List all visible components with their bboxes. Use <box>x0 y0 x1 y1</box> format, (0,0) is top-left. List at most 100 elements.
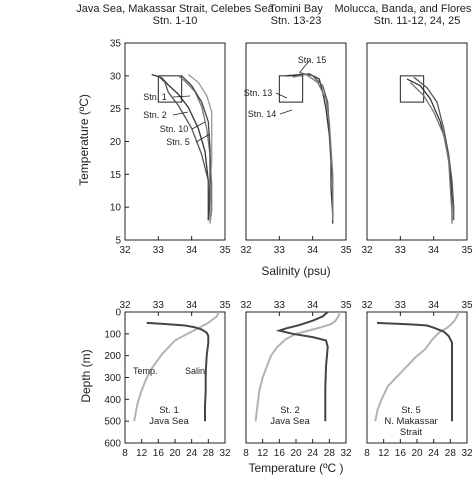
series-label-salin: Salin. <box>185 366 208 376</box>
x-tick-label: 33 <box>395 245 407 256</box>
station-label: Java Sea <box>149 416 189 427</box>
y-tick-label: 0 <box>115 308 121 319</box>
temperature-profile-line <box>374 311 460 422</box>
y-tick-label: 100 <box>104 329 121 340</box>
salinity-profile-line <box>146 321 210 422</box>
x-tick-label: 33 <box>153 245 165 256</box>
y-tick-label: 600 <box>104 439 121 450</box>
x-tick-label: 24 <box>186 448 198 459</box>
x-tick-label: 32 <box>240 245 252 256</box>
bottom-ylabel: Depth (m) <box>79 349 93 402</box>
salinity-profile-line <box>376 321 453 422</box>
top-x-tick-label: 35 <box>219 300 231 311</box>
x-tick-label: 34 <box>186 245 198 256</box>
y-tick-label: 200 <box>104 351 121 362</box>
annotation-label: Stn. 14 <box>248 109 277 119</box>
x-tick-label: 24 <box>307 448 319 459</box>
annotation-leader <box>279 109 293 115</box>
panel-4: 8 12 16 20 24 28 32 32 33 34 35 0 100 200 300 400 500 600… <box>104 300 231 459</box>
x-tick-label: 32 <box>340 448 352 459</box>
ts-profile-line <box>413 76 455 221</box>
annotation-leader <box>275 92 288 99</box>
x-tick-label: 32 <box>461 448 473 459</box>
x-tick-label: 12 <box>136 448 148 459</box>
panel-title-line: Stn. 13-23 <box>271 15 322 27</box>
y-tick-label: 5 <box>115 236 121 247</box>
panel-1: Java Sea, Makassar Strait, Celebes SeaSt… <box>76 3 274 256</box>
annotation-label: Stn. 1 <box>143 92 167 102</box>
x-tick-label: 32 <box>219 448 231 459</box>
ts-profile-line <box>181 75 211 221</box>
station-label: St. 2 <box>280 405 300 416</box>
annotation-leader <box>299 59 311 73</box>
x-tick-label: 8 <box>364 448 370 459</box>
x-tick-label: 28 <box>203 448 215 459</box>
ts-profile-line <box>409 81 453 224</box>
x-tick-label: 35 <box>340 245 352 256</box>
x-tick-label: 35 <box>461 245 473 256</box>
x-tick-label: 12 <box>378 448 390 459</box>
panel-6: 8 12 16 20 24 28 32 32 33 34 35 St. 5N. MakassarStr… <box>361 300 473 459</box>
x-tick-label: 32 <box>361 245 373 256</box>
y-tick-label: 25 <box>110 104 122 115</box>
x-tick-label: 16 <box>395 448 407 459</box>
ts-profile-line <box>292 73 334 221</box>
temperature-profile-line <box>254 311 341 422</box>
x-tick-label: 12 <box>257 448 269 459</box>
x-tick-label: 24 <box>428 448 440 459</box>
top-x-tick-label: 34 <box>186 300 198 311</box>
zoom-box <box>157 75 183 103</box>
panel-frame <box>366 311 468 444</box>
x-tick-label: 35 <box>219 245 231 256</box>
top-xlabel: Salinity (psu) <box>261 264 330 278</box>
annotation-leader <box>195 133 211 143</box>
top-x-tick-label: 32 <box>119 300 131 311</box>
y-tick-label: 500 <box>104 417 121 428</box>
x-tick-label: 33 <box>274 245 286 256</box>
top-x-tick-label: 32 <box>361 300 373 311</box>
annotation-label: Stn. 5 <box>166 137 190 147</box>
top-x-tick-label: 34 <box>307 300 319 311</box>
annotation-leader <box>191 121 206 130</box>
annotation-label: Stn. 2 <box>143 110 167 120</box>
x-tick-label: 32 <box>119 245 131 256</box>
x-tick-label: 28 <box>445 448 457 459</box>
y-tick-label: 400 <box>104 395 121 406</box>
station-label: St. 1 <box>159 405 179 416</box>
x-tick-label: 16 <box>274 448 286 459</box>
annotation-leader <box>172 95 191 98</box>
y-tick-label: 10 <box>110 203 122 214</box>
station-label: St. 5 <box>401 405 421 416</box>
x-tick-label: 20 <box>169 448 181 459</box>
ts-profile-line <box>151 73 209 221</box>
annotation-label: Stn. 15 <box>298 55 327 65</box>
station-label: Strait <box>400 427 423 438</box>
top-x-tick-label: 35 <box>340 300 352 311</box>
y-tick-label: 35 <box>110 39 122 50</box>
x-tick-label: 28 <box>324 448 336 459</box>
zoom-box <box>399 75 425 103</box>
annotation-label: Stn. 10 <box>160 124 189 134</box>
x-tick-label: 16 <box>153 448 165 459</box>
x-tick-label: 8 <box>243 448 249 459</box>
x-tick-label: 20 <box>411 448 423 459</box>
annotation-label: Stn. 13 <box>244 88 273 98</box>
temperature-profile-line <box>133 311 220 422</box>
panel-title-line: Stn. 1-10 <box>153 15 198 27</box>
bottom-xlabel: Temperature (ºC ) <box>248 461 343 475</box>
x-tick-label: 34 <box>307 245 319 256</box>
top-x-tick-label: 33 <box>153 300 165 311</box>
series-label-temp: Temp. <box>133 366 158 376</box>
top-x-tick-label: 34 <box>428 300 440 311</box>
salinity-profile-line <box>275 311 329 422</box>
top-ylabel: Temperature (ºC) <box>77 94 91 186</box>
x-tick-label: 8 <box>122 448 128 459</box>
panel-title-line: Molucca, Banda, and Flores Seas <box>334 3 474 15</box>
top-x-tick-label: 33 <box>395 300 407 311</box>
x-tick-label: 20 <box>290 448 302 459</box>
panel-title-line: Stn. 11-12, 24, 25 <box>374 15 461 27</box>
station-label: Java Sea <box>270 416 310 427</box>
panel-title-line: Tomini Bay <box>269 3 323 15</box>
